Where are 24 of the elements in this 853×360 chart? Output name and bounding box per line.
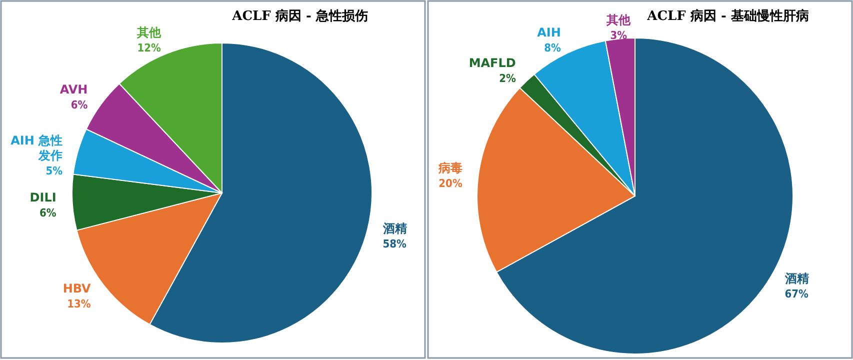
- data-label: 6%: [70, 98, 88, 112]
- data-label: 5%: [46, 164, 63, 178]
- data-label: 2%: [499, 72, 516, 86]
- slice-label: AVH: [60, 82, 88, 96]
- slice-label: 酒精: [784, 272, 809, 286]
- slice-label: DILI: [30, 190, 56, 204]
- data-label: 58%: [382, 237, 407, 250]
- slice-label: HBV: [62, 282, 92, 296]
- data-label: 3%: [610, 29, 628, 42]
- slice-label: 病毒: [437, 161, 462, 176]
- slice-label: 酒精: [382, 221, 407, 236]
- data-label: 20%: [438, 177, 462, 190]
- slice-label: AIH: [537, 26, 561, 40]
- data-label: 6%: [40, 206, 56, 220]
- chart-title: ACLF 病因 - 急性损伤: [231, 8, 368, 24]
- data-label: 13%: [67, 298, 91, 311]
- slice-label: MAFLD: [468, 56, 516, 70]
- data-label: 8%: [544, 42, 561, 55]
- chart-title: ACLF 病因 - 基础慢性肝病: [646, 8, 809, 24]
- slice-label: 其他: [136, 26, 162, 40]
- slice-label: AIH 急性发作: [10, 134, 63, 163]
- data-label: 12%: [137, 42, 161, 55]
- data-label: 67%: [784, 288, 809, 301]
- slice-label: 其他: [606, 13, 632, 27]
